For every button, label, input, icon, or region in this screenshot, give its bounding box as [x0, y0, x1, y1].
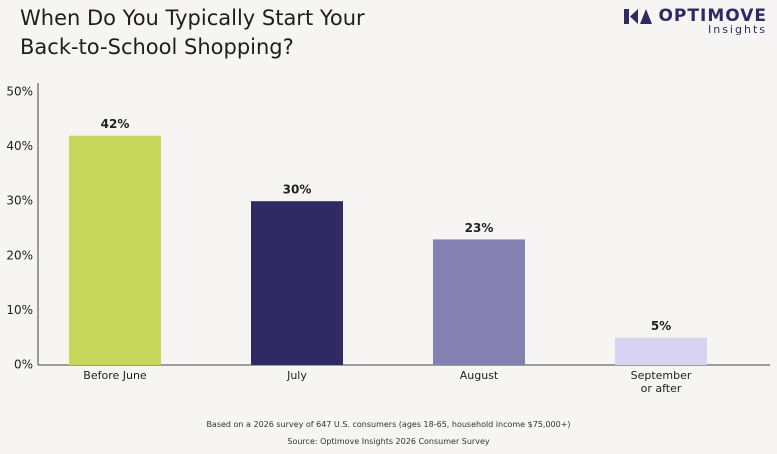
- logo: OPTIMOVE Insights: [624, 6, 767, 36]
- bar: [615, 337, 707, 365]
- x-tick-label: Before June: [83, 369, 147, 382]
- x-tick-label: September or after: [630, 369, 692, 395]
- footnote: Based on a 2026 survey of 647 U.S. consu…: [206, 420, 571, 429]
- y-tick-label: 10%: [6, 303, 33, 317]
- value-label: 5%: [651, 319, 671, 333]
- source: Source: Optimove Insights 2026 Consumer …: [287, 437, 490, 446]
- x-tick-label: August: [459, 369, 499, 382]
- y-tick-label: 30%: [6, 194, 33, 208]
- logo-sub: Insights: [707, 23, 767, 36]
- y-tick-label: 50%: [6, 85, 33, 99]
- logo-mark: [624, 9, 653, 24]
- value-label: 42%: [101, 117, 130, 131]
- y-tick-label: 20%: [6, 248, 33, 262]
- bar: [433, 239, 525, 365]
- bar: [251, 201, 343, 365]
- value-label: 30%: [283, 183, 312, 197]
- chart-title: When Do You Typically Start Your Back-to…: [20, 6, 365, 59]
- logo-name: OPTIMOVE: [658, 6, 767, 26]
- y-tick-label: 0%: [14, 358, 33, 372]
- x-tick-label: July: [287, 369, 307, 382]
- bar: [69, 135, 161, 365]
- y-tick-label: 40%: [6, 139, 33, 153]
- value-label: 23%: [465, 221, 494, 235]
